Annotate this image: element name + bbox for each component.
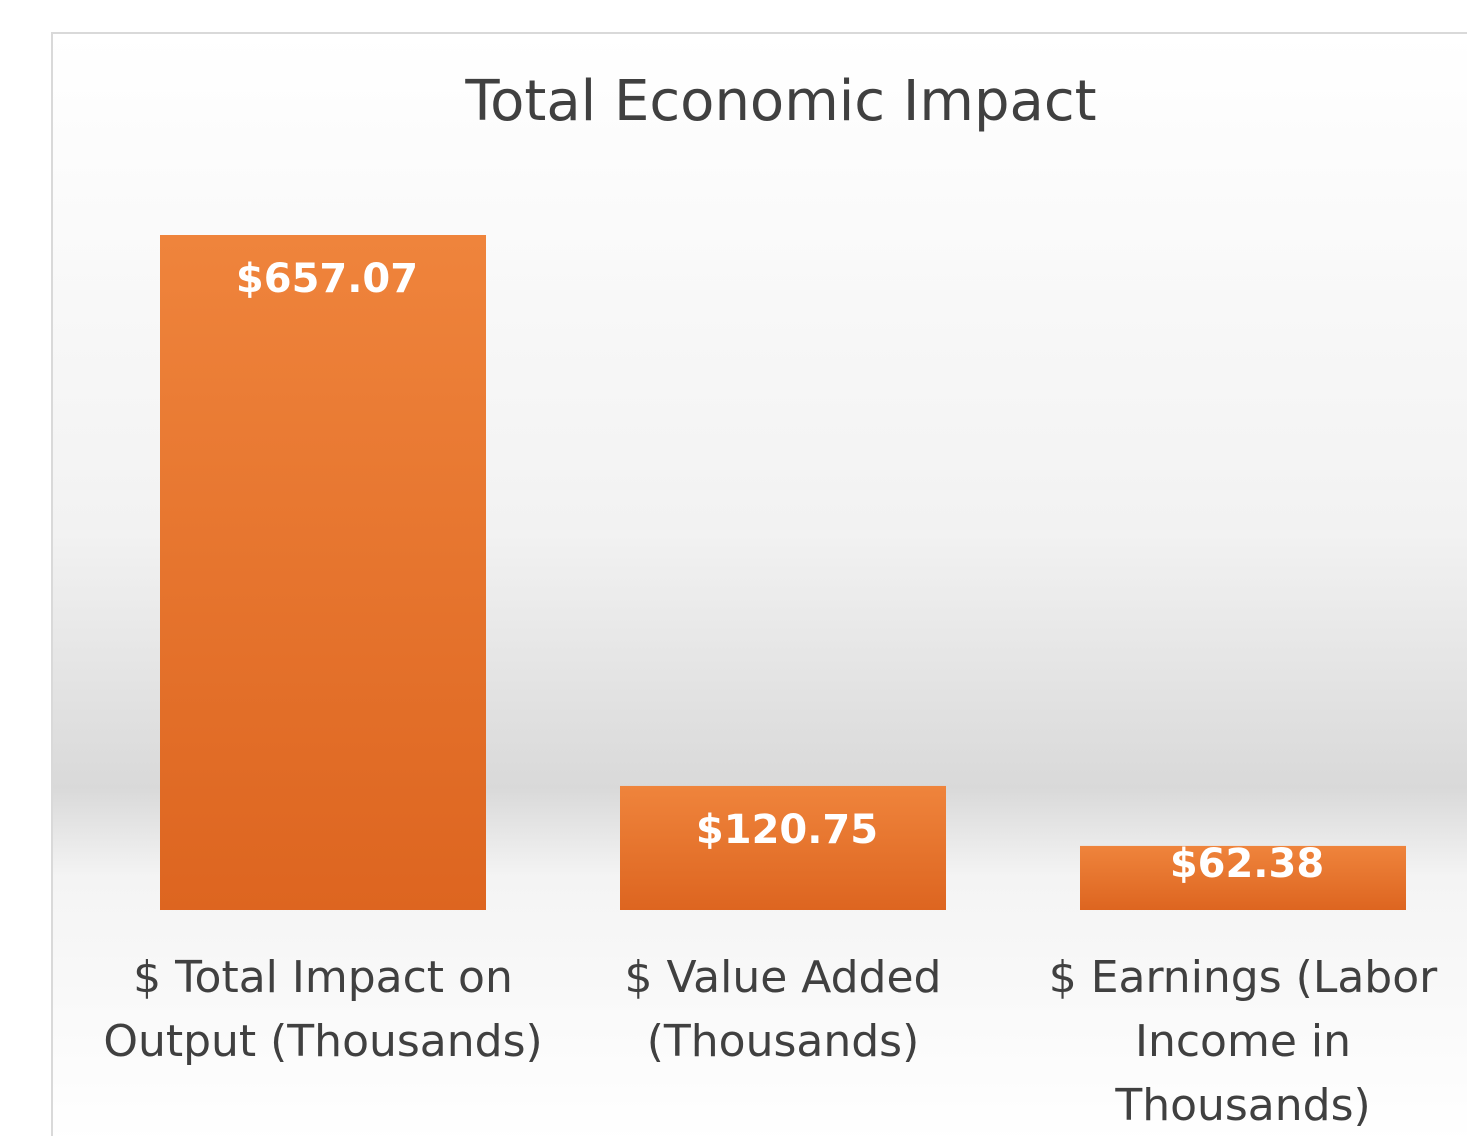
data-label: $62.38 (1170, 841, 1324, 887)
chart-title: Total Economic Impact (464, 69, 1096, 134)
x-tick-label: $ Total Impact on Output (Thousands) (103, 952, 543, 1067)
data-label: $657.07 (236, 256, 418, 302)
data-label: $120.75 (696, 807, 878, 853)
bar (1080, 845, 1406, 910)
bar (620, 785, 946, 910)
x-tick-label: $ Earnings (Labor Income in Thousands) (1048, 952, 1438, 1131)
x-tick-label: $ Value Added (Thousands) (624, 952, 942, 1067)
bar (160, 235, 486, 910)
